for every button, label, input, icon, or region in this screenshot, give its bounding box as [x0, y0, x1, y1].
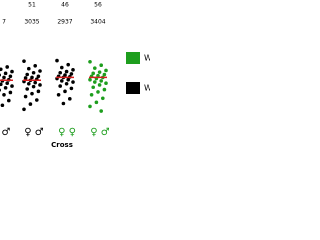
data-point — [101, 96, 105, 101]
data-point — [27, 81, 31, 86]
data-point — [22, 107, 26, 112]
data-point — [102, 72, 107, 77]
data-point — [0, 82, 3, 87]
data-point — [35, 98, 39, 102]
sum-label: 2937 — [57, 19, 72, 26]
data-point — [60, 79, 64, 83]
data-point — [56, 93, 61, 97]
data-point — [22, 59, 26, 63]
x-tick-label: ♂ — [2, 127, 11, 138]
data-point — [3, 71, 8, 76]
data-point — [102, 87, 107, 92]
data-point — [27, 66, 31, 71]
data-point — [2, 93, 6, 97]
data-point — [0, 67, 3, 72]
data-point — [99, 109, 103, 113]
data-point — [31, 70, 36, 75]
data-point — [94, 100, 99, 105]
data-point — [5, 65, 9, 69]
data-point — [91, 71, 95, 76]
data-point — [25, 72, 30, 77]
data-point — [58, 70, 62, 75]
data-point — [28, 102, 33, 106]
data-point — [99, 79, 103, 83]
data-point — [36, 74, 41, 79]
data-point — [8, 74, 13, 79]
data-point — [99, 63, 103, 68]
data-point — [104, 68, 108, 73]
data-point — [69, 86, 74, 91]
data-point — [33, 64, 37, 68]
data-point — [7, 98, 11, 103]
data-point — [64, 81, 69, 86]
data-point — [88, 59, 92, 64]
data-point — [0, 88, 1, 92]
legend-swatch — [126, 82, 140, 94]
data-point — [96, 90, 100, 94]
data-point — [93, 66, 97, 70]
x-axis-label: Cross — [51, 141, 73, 149]
data-point — [31, 84, 36, 89]
data-point — [71, 68, 75, 72]
data-point — [69, 72, 74, 76]
data-point — [5, 81, 9, 85]
data-point — [33, 80, 37, 85]
data-point — [66, 77, 70, 82]
n-label: 51 — [28, 2, 36, 9]
data-point — [89, 93, 94, 97]
data-point — [88, 77, 92, 82]
data-point — [58, 84, 62, 88]
sum-label: 3404 — [90, 19, 105, 26]
sum-label: 3035 — [24, 19, 39, 26]
data-point — [93, 80, 97, 84]
data-point — [104, 81, 108, 85]
data-point — [71, 80, 75, 84]
data-point — [64, 69, 69, 74]
data-point — [61, 101, 66, 106]
data-point — [0, 103, 5, 108]
chart: Cross 7 ♂ 51 3035 ♀ ♂ 46 2937 ♀ ♀ 56 3404 ♀ ♂ W W — [0, 2, 150, 149]
x-tick-label: ♀ ♂ — [24, 127, 44, 138]
data-point — [10, 69, 14, 74]
data-point — [97, 83, 102, 87]
x-tick-label: ♀ ♂ — [90, 127, 110, 138]
data-point — [0, 73, 1, 77]
x-tick-label: ♀ ♀ — [58, 127, 76, 138]
n-label: 46 — [61, 2, 69, 9]
legend-swatch — [126, 52, 140, 64]
data-point — [36, 89, 41, 94]
data-point — [8, 90, 13, 95]
data-point — [66, 62, 70, 67]
data-point — [91, 85, 95, 90]
sum-label: 7 — [2, 19, 6, 26]
data-point — [97, 70, 102, 74]
data-point — [60, 65, 64, 70]
data-point — [55, 58, 59, 63]
data-point — [30, 91, 34, 96]
legend-label: W — [144, 84, 150, 93]
data-point — [38, 83, 42, 87]
data-point — [25, 87, 30, 91]
n-label: 56 — [94, 2, 102, 9]
data-point — [68, 97, 72, 101]
data-point — [88, 104, 92, 109]
data-point — [30, 75, 34, 80]
data-point — [63, 89, 67, 94]
data-point — [23, 94, 28, 99]
data-point — [2, 75, 6, 80]
data-point — [96, 73, 100, 78]
legend-label: W — [144, 54, 150, 63]
data-point — [38, 69, 42, 73]
data-point — [23, 76, 28, 80]
data-point — [3, 86, 8, 90]
data-point — [10, 84, 14, 88]
